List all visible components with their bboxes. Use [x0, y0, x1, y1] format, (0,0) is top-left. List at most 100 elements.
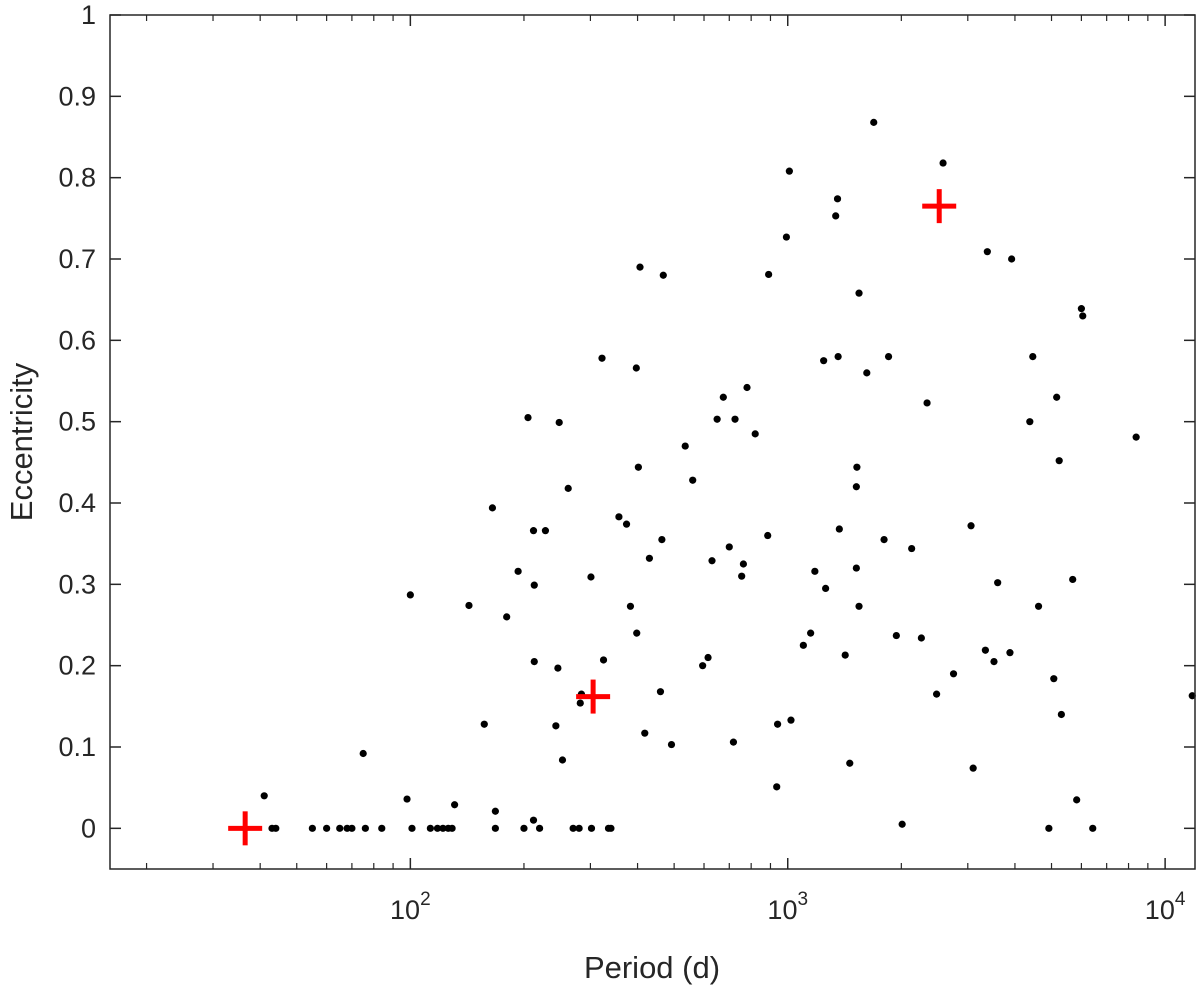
data-point — [599, 656, 608, 664]
data-point — [632, 364, 640, 372]
data-point — [575, 824, 583, 832]
data-point — [1055, 457, 1063, 465]
data-point — [634, 463, 642, 471]
data-point — [465, 601, 473, 610]
y-tick-label: 1 — [81, 0, 96, 30]
data-point — [524, 414, 532, 422]
data-point — [587, 573, 595, 581]
data-point — [852, 483, 860, 491]
data-point — [822, 584, 830, 593]
data-point — [834, 353, 842, 361]
data-point — [529, 816, 538, 824]
data-point — [751, 430, 759, 438]
data-point — [990, 658, 998, 666]
data-point — [433, 824, 442, 832]
data-point — [870, 118, 878, 126]
data-point — [607, 824, 615, 832]
data-point — [773, 783, 781, 791]
data-point — [626, 602, 635, 610]
data-point — [855, 289, 863, 297]
data-point — [833, 195, 842, 203]
data-points — [228, 118, 1196, 846]
data-point — [667, 740, 676, 749]
data-point — [439, 824, 447, 832]
data-point — [554, 664, 562, 672]
data-point — [719, 393, 727, 401]
data-point — [1069, 575, 1077, 584]
axes-box — [109, 14, 1196, 870]
ticks: 0 0.1 0.2 0.3 0.4 0.5 0.6 0.7 0.8 0.9 1 102 103 104 — [58, 0, 1195, 925]
data-point — [898, 820, 906, 828]
data-point — [884, 353, 893, 361]
data-point — [336, 824, 344, 832]
y-tick-label: 0.1 — [58, 732, 96, 762]
data-point — [659, 271, 667, 279]
data-point — [555, 418, 563, 427]
y-tick-label: 0.2 — [58, 651, 96, 681]
data-point — [348, 824, 356, 832]
data-point — [1132, 433, 1140, 441]
data-point — [820, 357, 828, 365]
y-axis-label: Eccentricity — [4, 362, 39, 521]
x-tick-label: 104 — [1145, 889, 1186, 925]
data-point — [729, 738, 738, 746]
data-point — [1089, 824, 1097, 832]
data-point — [1045, 824, 1053, 832]
data-point — [406, 591, 414, 599]
data-point — [552, 722, 560, 730]
data-point — [782, 233, 791, 241]
data-point — [535, 824, 544, 832]
data-point — [529, 527, 538, 535]
data-point — [699, 662, 707, 670]
data-point — [491, 824, 499, 832]
y-tick-label: 0.8 — [58, 163, 96, 193]
data-point — [491, 807, 499, 815]
data-point — [448, 824, 456, 832]
plot-area — [110, 15, 1195, 869]
data-point — [969, 764, 977, 772]
data-point — [488, 504, 497, 512]
data-point — [361, 824, 369, 832]
data-point — [323, 824, 331, 832]
data-point — [835, 525, 843, 533]
data-point — [1026, 418, 1034, 426]
data-point — [272, 824, 280, 832]
data-point — [598, 354, 606, 362]
data-point — [731, 415, 739, 423]
data-point — [725, 543, 733, 551]
data-point — [633, 629, 641, 637]
data-point — [967, 522, 975, 530]
y-tick-label: 0 — [81, 813, 96, 843]
data-point — [564, 484, 572, 492]
data-point — [426, 824, 434, 832]
data-point — [658, 536, 666, 544]
data-point — [558, 756, 567, 764]
data-point — [689, 476, 697, 484]
y-tick-label: 0.7 — [58, 244, 96, 274]
data-point — [576, 699, 584, 707]
data-point — [713, 415, 721, 423]
data-point — [615, 513, 623, 521]
data-point — [764, 531, 772, 540]
data-point — [863, 369, 871, 377]
data-point — [855, 602, 863, 610]
data-point — [743, 383, 751, 392]
data-point — [1029, 353, 1037, 361]
data-point — [451, 801, 459, 809]
data-point — [846, 759, 854, 767]
x-tick-label: 103 — [767, 889, 808, 925]
data-point — [378, 824, 386, 832]
data-point — [359, 749, 367, 758]
data-point — [939, 159, 947, 167]
data-point — [260, 792, 268, 800]
data-point — [641, 729, 649, 737]
y-tick-label: 0.9 — [58, 81, 96, 111]
data-point — [841, 651, 849, 659]
data-point — [917, 634, 925, 642]
data-point — [923, 399, 931, 407]
data-point — [811, 567, 819, 575]
data-point — [932, 690, 941, 698]
data-point — [622, 520, 631, 528]
x-tick-label: 102 — [390, 889, 431, 925]
y-tick-label: 0.3 — [58, 569, 96, 599]
